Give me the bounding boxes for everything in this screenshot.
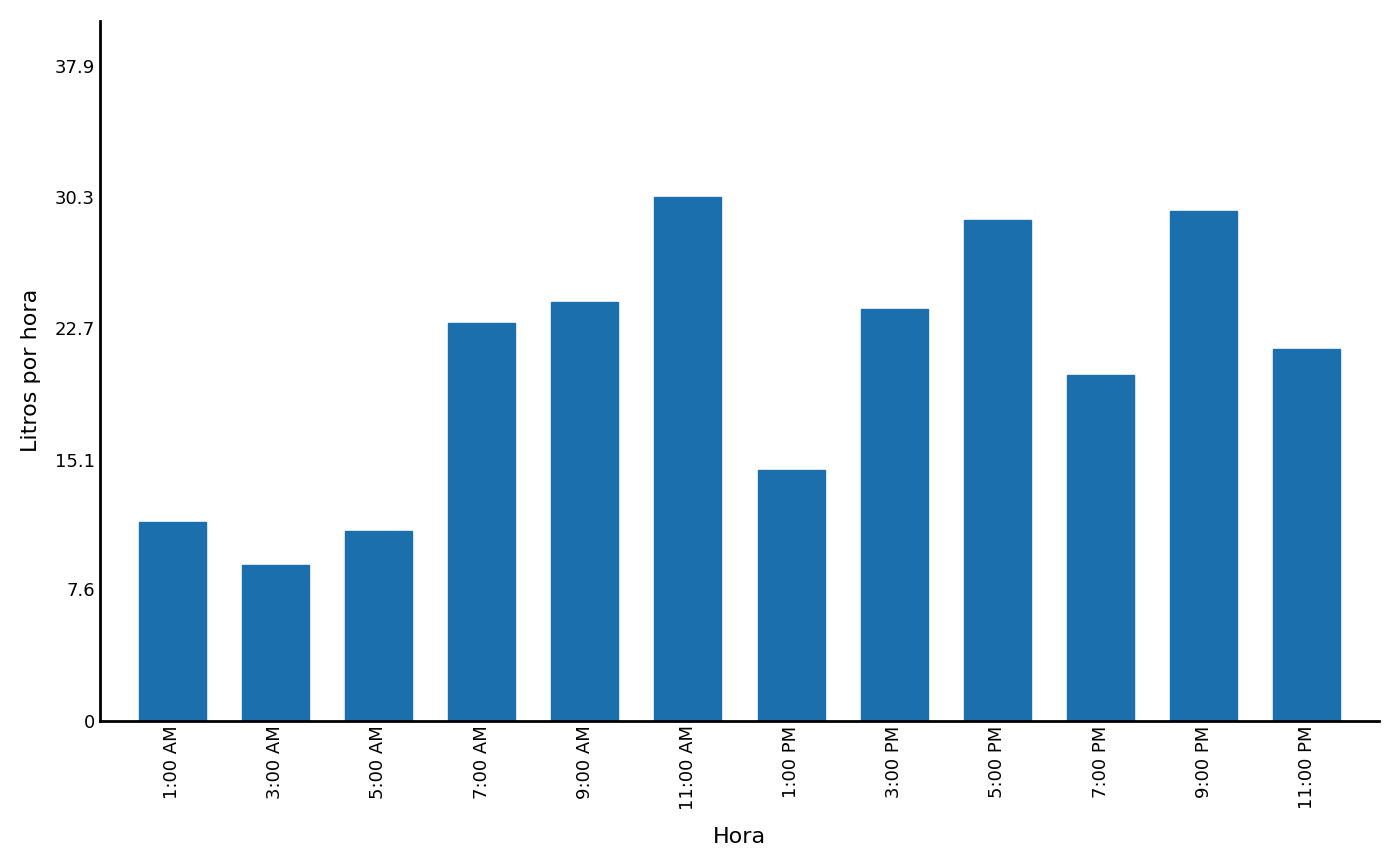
Y-axis label: Litros por hora: Litros por hora [21, 289, 41, 452]
Bar [139, 522, 206, 720]
Bar [552, 302, 619, 720]
Bar [963, 220, 1030, 720]
Bar [242, 565, 309, 720]
Bar [1274, 349, 1340, 720]
Bar [757, 470, 825, 720]
Bar [654, 197, 721, 720]
Bar [448, 323, 515, 720]
Bar [1170, 211, 1238, 720]
X-axis label: Hora: Hora [713, 827, 766, 847]
Bar [1067, 375, 1134, 720]
Bar [344, 530, 412, 720]
Bar [861, 309, 928, 720]
